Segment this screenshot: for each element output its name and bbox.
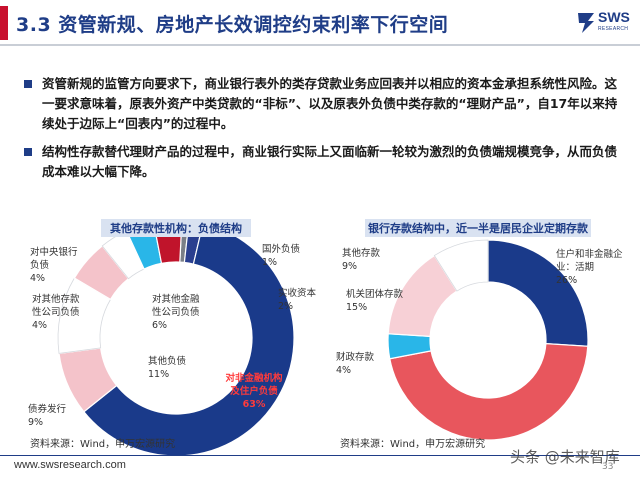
slice-label-line: 负债 — [30, 259, 50, 271]
pie-slice — [487, 239, 589, 347]
slice-label: 其他存款 9% — [342, 247, 381, 272]
footer-url: www.swsresearch.com — [14, 459, 126, 471]
slice-label-line: 业：活期 — [556, 261, 594, 273]
slice-label: 机关团体存款 15% — [346, 288, 404, 313]
slice-label-line: 住户和非金融企 — [556, 248, 623, 260]
bullet-item: 结构性存款替代理财产品的过程中，商业银行实际上又面临新一轮较为激烈的负债端规模竞… — [22, 142, 626, 182]
bullet-list: 资管新规的监管方向要求下，商业银行表外的类存贷款业务应回表并以相应的资本金承担系… — [22, 74, 626, 190]
title-accent-bar — [0, 6, 8, 40]
chart-title: 银行存款结构中，近一半是居民企业定期存款 — [368, 221, 589, 235]
slice-label-line: 对其他金融 — [152, 293, 200, 305]
slice-label-line: 性公司负债 — [32, 306, 80, 318]
slice-label-line: 63% — [243, 399, 266, 410]
slice-label-line: 15% — [346, 302, 367, 313]
slice-label-line: 9% — [28, 417, 43, 428]
chart-source: 资料来源：Wind，申万宏源研究 — [340, 437, 485, 450]
slice-label: 对中央银行负债 4% — [30, 246, 78, 284]
slice-label-line: 46% — [465, 378, 488, 389]
slice-label-line: 4% — [336, 365, 351, 376]
sws-logo-icon — [578, 13, 594, 33]
title-bar: 3.3 资管新规、房地产长效调控约束利率下行空间 SWS RESEARCH — [0, 0, 640, 46]
slice-label-line: 其他存款 — [342, 247, 381, 259]
slice-label-line: 1% — [262, 257, 277, 268]
pie-slice-outline — [433, 239, 489, 292]
slice-label-line: 2% — [278, 301, 293, 312]
slice-label: 债券发行 9% — [28, 403, 67, 428]
watermark: 头条 @未来智库 — [510, 448, 620, 466]
slice-label-line: 4% — [32, 320, 47, 331]
sws-logo: SWS RESEARCH — [576, 7, 632, 39]
slice-label-line: 业：定期 — [457, 364, 495, 376]
slice-label-line: 26% — [556, 275, 577, 286]
logo-text: SWS — [598, 9, 630, 25]
slice-label: 实收资本 2% — [278, 287, 317, 312]
slice-label-line: 实收资本 — [278, 287, 317, 299]
slice-label-line: 9% — [342, 261, 357, 272]
slice-label: 国外负债 1% — [262, 243, 301, 268]
logo-subtext: RESEARCH — [598, 26, 629, 32]
slide-title: 3.3 资管新规、房地产长效调控约束利率下行空间 — [16, 14, 449, 36]
slice-label: 对非金融机构及住户负债 63% — [225, 372, 283, 410]
bullet-text: 资管新规的监管方向要求下，商业银行表外的类存贷款业务应回表并以相应的资本金承担系… — [42, 76, 618, 131]
page-number: 33 — [602, 462, 614, 472]
slice-label-line: 财政存款 — [336, 351, 375, 363]
slice-label: 住户和非金融企业：活期 26% — [556, 248, 623, 286]
footer-divider — [0, 455, 640, 456]
slice-label-line: 性公司负债 — [152, 306, 200, 318]
slice-label: 住户和非金融企业：定期 46% — [443, 351, 510, 389]
slice-label: 其他负债 11% — [148, 355, 187, 380]
slice-label-line: 11% — [148, 369, 169, 380]
pie-slice — [389, 343, 589, 441]
bullet-square-icon — [24, 80, 32, 88]
slice-label-line: 对非金融机构 — [225, 372, 283, 384]
slice-label: 对其他金融性公司负债 6% — [152, 293, 200, 331]
slice-label: 财政存款 4% — [336, 351, 375, 376]
slice-label-line: 及住户负债 — [230, 385, 278, 397]
slice-label-line: 债券发行 — [28, 403, 67, 415]
bullet-item: 资管新规的监管方向要求下，商业银行表外的类存贷款业务应回表并以相应的资本金承担系… — [22, 74, 626, 134]
slice-label-line: 6% — [152, 320, 167, 331]
slice-label-line: 其他负债 — [148, 355, 187, 367]
slice-label-line: 4% — [30, 273, 45, 284]
chart-source: 资料来源：Wind，申万宏源研究 — [30, 437, 175, 450]
slice-label-line: 对中央银行 — [30, 246, 78, 258]
slice-label-line: 对其他存款 — [32, 293, 80, 305]
slice-label: 对其他存款性公司负债 4% — [32, 293, 80, 331]
slice-label-line: 国外负债 — [262, 243, 301, 255]
chart-title-bg — [365, 219, 591, 237]
pie-slice — [83, 222, 295, 457]
bullet-square-icon — [24, 148, 32, 156]
slice-label-line: 机关团体存款 — [346, 288, 404, 300]
chart-title-bg — [101, 219, 251, 237]
chart-title: 其他存款性机构：负债结构 — [110, 221, 242, 235]
slice-label-line: 住户和非金融企 — [443, 351, 510, 363]
bullet-text: 结构性存款替代理财产品的过程中，商业银行实际上又面临新一轮较为激烈的负债端规模竞… — [42, 144, 618, 179]
